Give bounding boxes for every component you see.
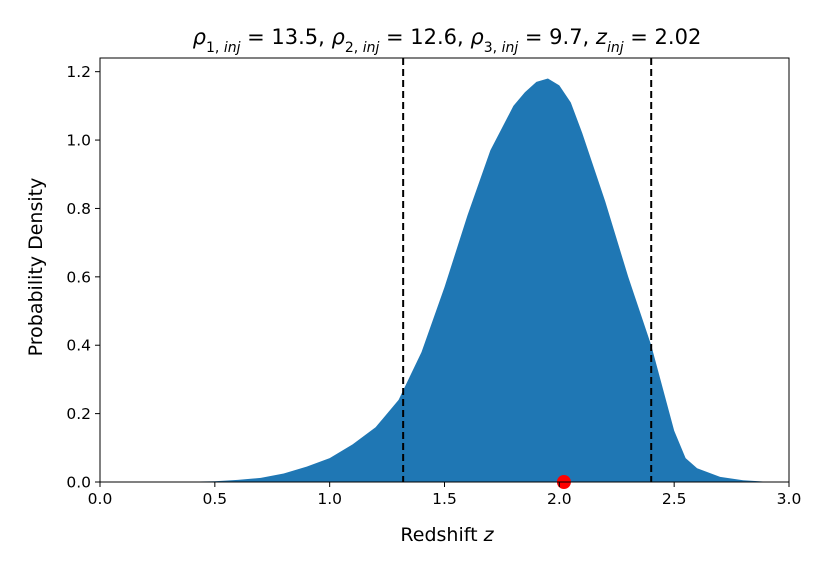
y-tick-label: 0.4 <box>66 337 91 355</box>
x-tick-label: 2.0 <box>547 490 572 508</box>
density-area <box>168 78 789 482</box>
y-axis-label: Probability Density <box>25 178 47 357</box>
y-tick-label: 0.6 <box>66 268 91 286</box>
x-tick-label: 3.0 <box>777 490 802 508</box>
x-tick-label: 0.5 <box>203 490 228 508</box>
y-tick-label: 1.2 <box>66 63 91 81</box>
y-axis-ticks: 0.0 0.2 0.4 0.6 0.8 1.0 1.2 <box>66 63 100 492</box>
credible-interval-lines <box>402 58 653 482</box>
y-tick-label: 0.0 <box>66 474 91 492</box>
x-tick-label: 1.0 <box>317 490 342 508</box>
x-axis-ticks: 0.0 0.5 1.0 1.5 2.0 2.5 3.0 <box>88 482 802 508</box>
chart-title: ρ1, inj = 13.5, ρ2, inj = 12.6, ρ3, inj … <box>193 25 702 56</box>
y-tick-label: 1.0 <box>66 132 91 150</box>
x-tick-label: 1.5 <box>432 490 457 508</box>
x-tick-label: 2.5 <box>662 490 687 508</box>
x-axis-label: Redshift z <box>400 524 494 546</box>
y-tick-label: 0.8 <box>66 200 91 218</box>
x-tick-label: 0.0 <box>88 490 113 508</box>
y-tick-label: 0.2 <box>66 405 91 423</box>
